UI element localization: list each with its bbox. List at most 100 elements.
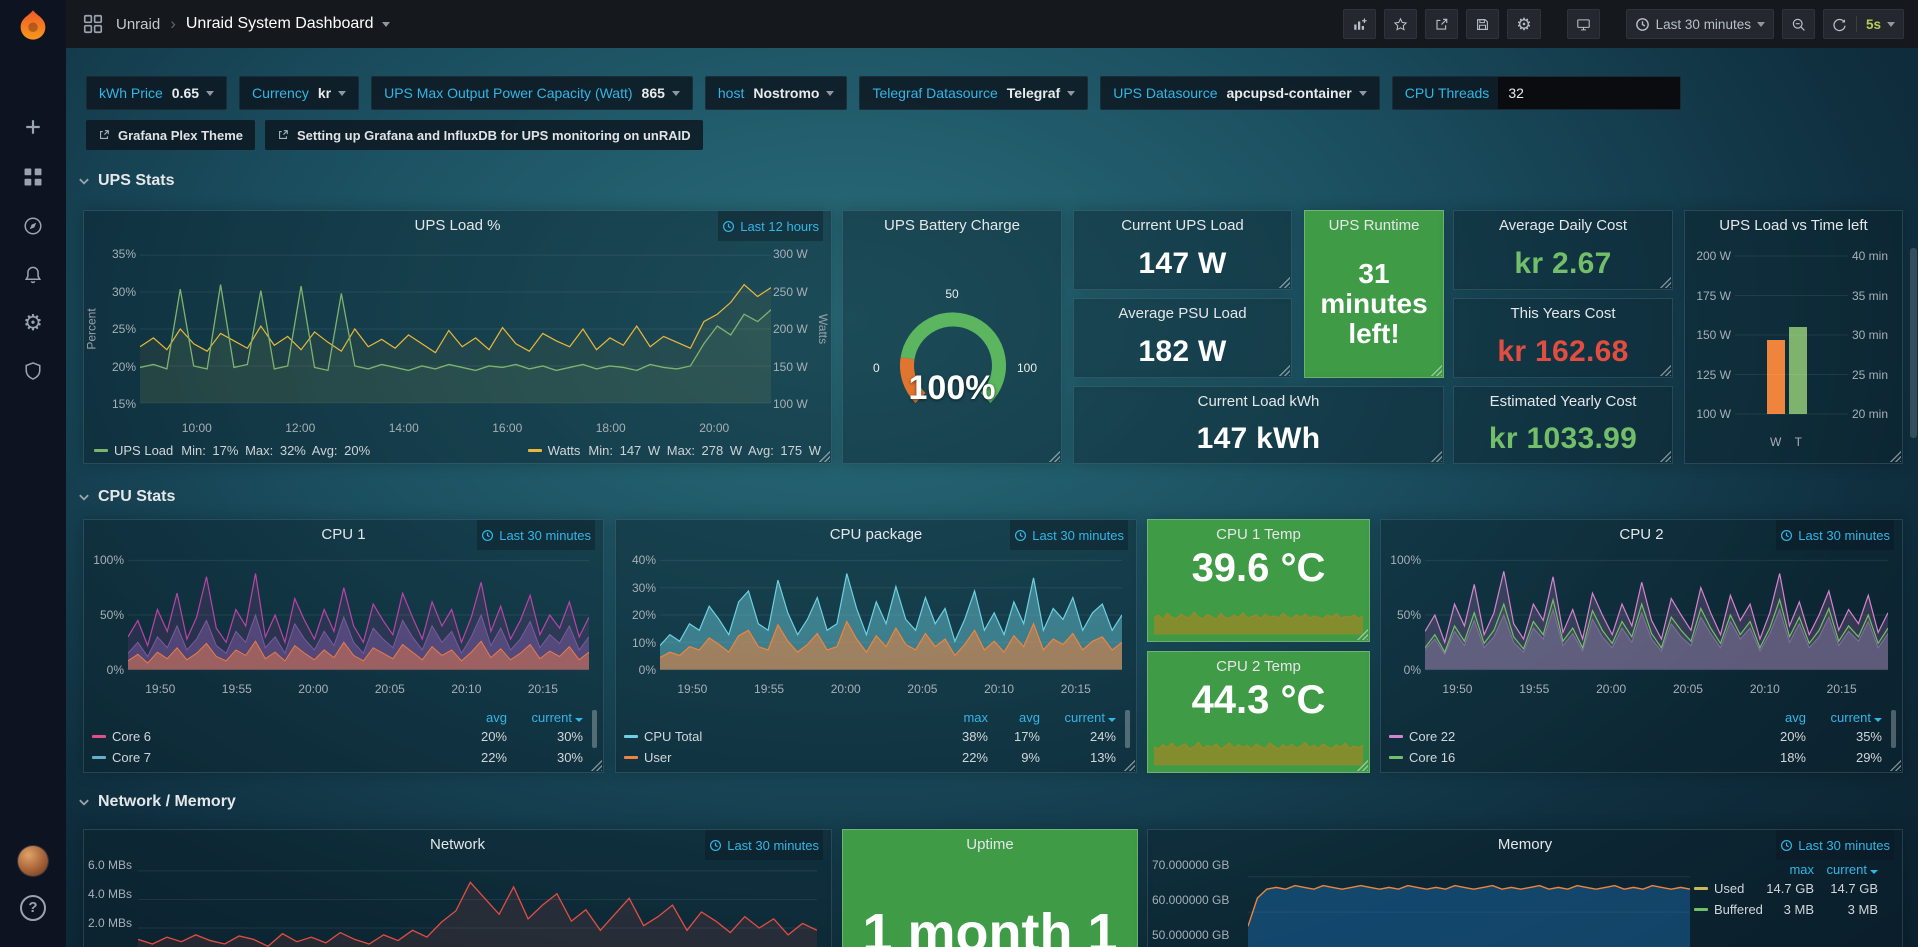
time-range-picker[interactable]: Last 30 minutes <box>1625 9 1774 39</box>
cpu2-chart[interactable] <box>1425 550 1888 680</box>
panel-resize-handle[interactable] <box>1889 450 1901 462</box>
time-range-badge[interactable]: Last 12 hours <box>718 211 823 241</box>
create-plus-icon[interactable] <box>20 114 46 140</box>
share-button[interactable] <box>1425 9 1459 39</box>
panel-title[interactable]: CPU package <box>829 526 923 543</box>
cpu1-chart[interactable] <box>128 550 589 680</box>
time-range-badge[interactable]: Last 30 minutes <box>1010 520 1128 550</box>
time-range-badge[interactable]: Last 30 minutes <box>705 830 823 860</box>
gauge-tick-mid: 50 <box>945 287 959 301</box>
legend-series-name[interactable]: Used <box>1694 881 1766 896</box>
link-grafana-plex-theme[interactable]: Grafana Plex Theme <box>86 120 255 150</box>
panel-title[interactable]: Current Load kWh <box>1197 393 1320 410</box>
configuration-gear-icon[interactable]: ⚙ <box>23 310 43 335</box>
panel-title[interactable]: Average Daily Cost <box>1498 217 1628 234</box>
time-range-badge[interactable]: Last 30 minutes <box>1776 520 1894 550</box>
variable-ups-datasource[interactable]: UPS Datasource apcupsd-container <box>1100 76 1380 110</box>
bar-time[interactable] <box>1789 327 1808 414</box>
link-ups-monitoring-guide[interactable]: Setting up Grafana and InfluxDB for UPS … <box>265 120 703 150</box>
dashboards-icon[interactable] <box>20 164 46 190</box>
chevron-down-icon <box>338 90 347 96</box>
dashboard-links: Grafana Plex Theme Setting up Grafana an… <box>86 120 703 150</box>
time-range-badge[interactable]: Last 30 minutes <box>477 520 595 550</box>
panel-title[interactable]: Uptime <box>966 836 1014 853</box>
legend-series-name[interactable]: User <box>624 750 944 765</box>
save-button[interactable] <box>1466 9 1500 39</box>
memory-chart[interactable] <box>1248 860 1690 947</box>
panel-ups-battery-charge: UPS Battery Charge 0 50 100 100% <box>842 210 1062 464</box>
legend-series-name[interactable]: Core 22 <box>1389 729 1754 744</box>
legend-scrollbar[interactable] <box>592 710 597 748</box>
y-axis-labels: 35% 30% 25% 20% 15% <box>111 247 136 411</box>
panel-title[interactable]: CPU 1 <box>321 526 366 543</box>
sort-caret-icon <box>1870 869 1878 874</box>
page-scrollbar[interactable] <box>1910 248 1917 438</box>
row-header-ups-stats[interactable]: UPS Stats <box>78 172 174 190</box>
panel-resize-handle[interactable] <box>1048 450 1060 462</box>
zoom-out-button[interactable] <box>1781 9 1815 39</box>
variable-ups-max-output[interactable]: UPS Max Output Power Capacity (Watt) 865 <box>371 76 693 110</box>
panel-title[interactable]: Current UPS Load <box>1121 217 1244 234</box>
panel-title[interactable]: UPS Load % <box>414 217 501 234</box>
legend-series-name[interactable]: Core 7 <box>92 750 455 765</box>
chevron-down-icon <box>79 494 89 501</box>
panel-title[interactable]: UPS Load vs Time left <box>1719 217 1868 234</box>
legend-series-name[interactable]: Buffered <box>1694 902 1766 917</box>
variable-telegraf-datasource[interactable]: Telegraf Datasource Telegraf <box>859 76 1089 110</box>
panel-title[interactable]: Average PSU Load <box>1118 305 1247 322</box>
legend-series-name[interactable]: UPS Load <box>114 443 174 458</box>
variable-kwh-price[interactable]: kWh Price 0.65 <box>86 76 228 110</box>
network-chart[interactable] <box>138 860 817 947</box>
ups-load-chart[interactable] <box>140 241 771 417</box>
grafana-logo-icon[interactable] <box>15 7 51 43</box>
panel-title[interactable]: UPS Battery Charge <box>884 217 1020 234</box>
server-admin-shield-icon[interactable] <box>20 358 46 384</box>
legend-series-name[interactable]: Core 16 <box>1389 750 1754 765</box>
breadcrumb-app[interactable]: Unraid <box>116 15 161 33</box>
panel-average-psu-load: Average PSU Load 182 W <box>1073 298 1292 378</box>
row-header-cpu-stats[interactable]: CPU Stats <box>78 488 175 506</box>
cpu-threads-input[interactable] <box>1498 77 1681 109</box>
variable-host[interactable]: host Nostromo <box>704 76 848 110</box>
star-icon <box>1394 17 1408 31</box>
user-avatar[interactable] <box>18 846 48 876</box>
legend-series-name[interactable]: Watts <box>547 443 581 458</box>
tv-kiosk-button[interactable] <box>1566 9 1600 39</box>
legend-scrollbar[interactable] <box>1891 710 1896 748</box>
star-button[interactable] <box>1384 9 1418 39</box>
panel-title[interactable]: This Years Cost <box>1510 305 1616 322</box>
help-icon[interactable] <box>20 895 46 921</box>
alerting-bell-icon[interactable] <box>20 262 46 288</box>
refresh-button[interactable]: 5s <box>1822 9 1904 39</box>
variable-currency[interactable]: Currency kr <box>239 76 360 110</box>
panel-title[interactable]: CPU 2 <box>1619 526 1664 543</box>
legend-scrollbar[interactable] <box>1125 710 1130 748</box>
panel-title[interactable]: UPS Runtime <box>1328 217 1420 234</box>
panel-title[interactable]: Estimated Yearly Cost <box>1489 393 1637 410</box>
clock-icon <box>723 220 735 232</box>
stat-value: kr 2.67 <box>1514 247 1612 280</box>
panel-title[interactable]: CPU 1 Temp <box>1216 526 1301 543</box>
settings-button[interactable]: ⚙ <box>1507 9 1541 39</box>
cpu-package-chart[interactable] <box>660 550 1122 680</box>
explore-compass-icon[interactable] <box>20 213 46 239</box>
clock-icon <box>710 839 722 851</box>
add-panel-button[interactable] <box>1343 9 1377 39</box>
panel-title[interactable]: CPU 2 Temp <box>1216 658 1301 675</box>
bar-watts[interactable] <box>1766 339 1785 414</box>
stat-value: 182 W <box>1138 335 1227 368</box>
panel-title[interactable]: Memory <box>1497 836 1553 853</box>
y-axis-labels: 100% 50% 0% <box>1390 553 1421 677</box>
legend-series-name[interactable]: Core 6 <box>92 729 455 744</box>
row-header-network-memory[interactable]: Network / Memory <box>78 793 236 811</box>
bar-chart[interactable] <box>1735 241 1848 429</box>
panel-title[interactable]: Network <box>429 836 485 853</box>
apps-grid-icon[interactable] <box>80 11 106 37</box>
time-range-badge[interactable]: Last 30 minutes <box>1776 830 1894 860</box>
chevron-down-icon <box>79 799 89 806</box>
legend-series-name[interactable]: CPU Total <box>624 729 944 744</box>
x-axis-labels: 19:50 19:55 20:00 20:05 20:10 20:15 <box>145 682 558 696</box>
dashboard-title[interactable]: Unraid System Dashboard <box>186 15 390 33</box>
chevron-down-icon <box>1756 21 1765 27</box>
